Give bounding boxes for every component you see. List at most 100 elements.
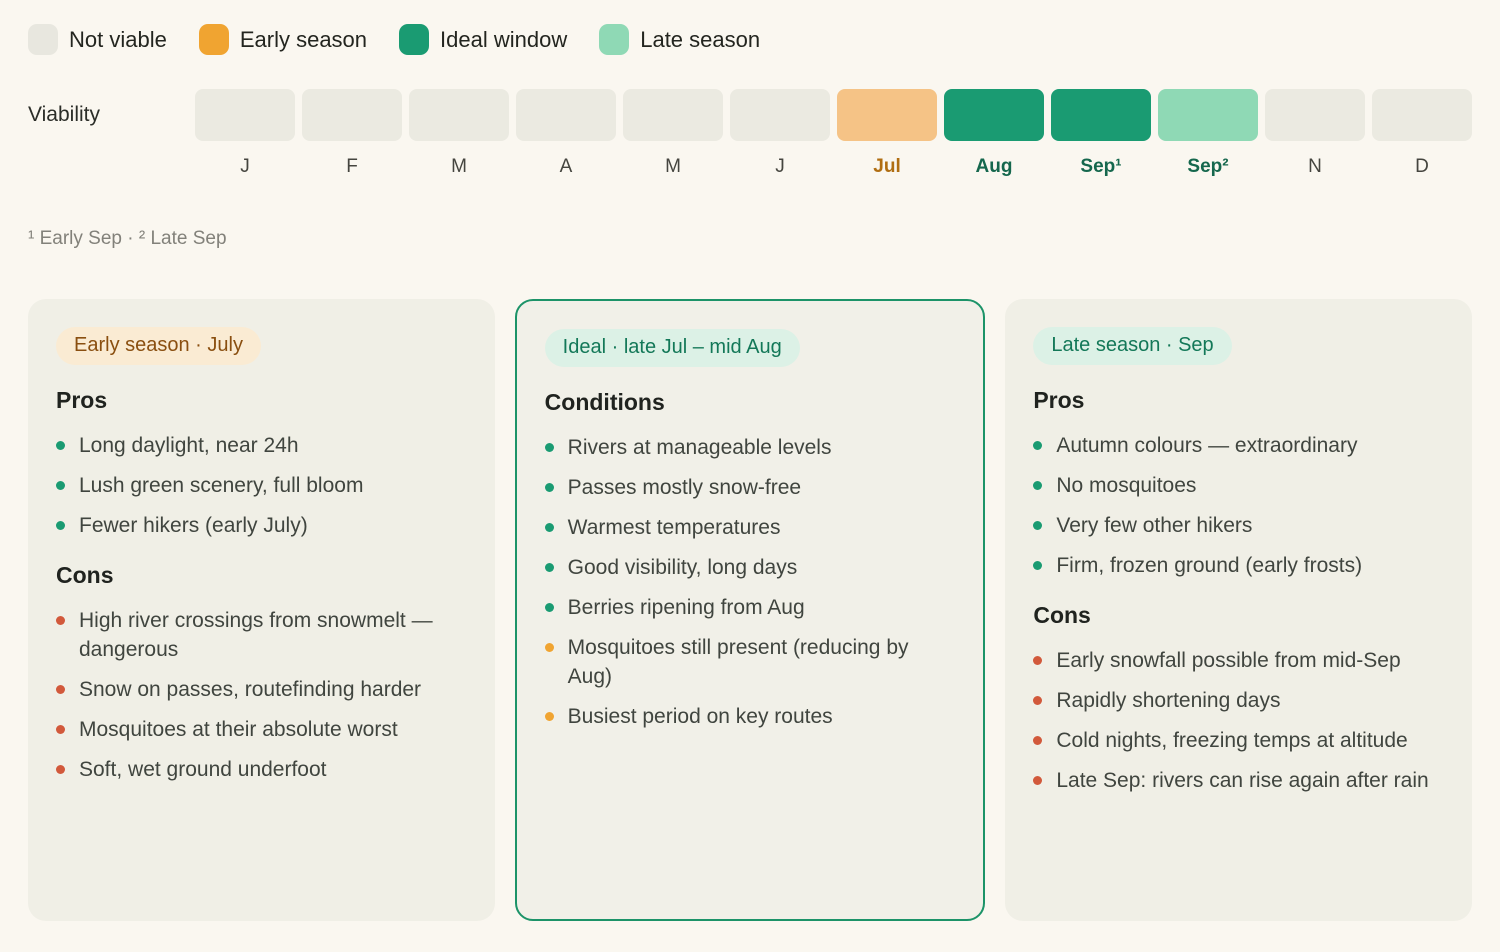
month-label: A	[559, 156, 573, 177]
month-cell: Aug	[944, 89, 1044, 178]
list-item: Warmest temperatures	[544, 513, 956, 542]
bullet-dot-icon	[544, 603, 554, 612]
month-block-ideal	[1051, 89, 1151, 141]
list-item-text: Mosquitoes still present (reducing by Au…	[567, 636, 909, 688]
list-item: Mosquitoes still present (reducing by Au…	[544, 633, 956, 691]
season-card: Late season · Sep Pros Autumn colours — ex…	[1005, 299, 1473, 921]
list-item-text: Early snowfall possible from mid-Sep	[1056, 649, 1401, 672]
season-card: Early season · July Pros Long daylight, ne…	[28, 299, 495, 921]
viability-label: Viability	[28, 103, 100, 126]
list-item: Fewer hikers (early July)	[56, 511, 467, 540]
list-item-text: Berries ripening from Aug	[567, 596, 805, 619]
month-cell: M	[623, 89, 723, 178]
bullet-dot-icon	[1033, 521, 1043, 530]
list-item-text: Passes mostly snow-free	[567, 476, 802, 499]
legend-swatch-icon	[198, 24, 229, 55]
section-title: Conditions	[544, 389, 665, 415]
month-block-none	[730, 89, 830, 141]
legend: Not viable Early season Ideal window Late s…	[28, 24, 1472, 55]
legend-item-label: Late season	[640, 26, 761, 52]
month-cell: F	[302, 89, 402, 178]
list-item-text: Soft, wet ground underfoot	[79, 758, 327, 781]
section-list: High river crossings from snowmelt — dan…	[56, 606, 467, 784]
bullet-dot-icon	[56, 685, 65, 694]
list-item: Rivers at manageable levels	[544, 433, 956, 462]
legend-swatch-icon	[599, 24, 630, 55]
month-block-ideal	[944, 89, 1044, 141]
list-item: Cold nights, freezing temps at altitude	[1033, 726, 1444, 755]
list-item-text: Busiest period on key routes	[567, 705, 833, 728]
section-list: Early snowfall possible from mid-Sep Rapi…	[1033, 646, 1444, 795]
list-item-text: High river crossings from snowmelt — dan…	[79, 609, 433, 661]
bullet-dot-icon	[544, 523, 554, 532]
list-item: Rapidly shortening days	[1033, 686, 1444, 715]
season-cards: Early season · July Pros Long daylight, ne…	[28, 299, 1473, 921]
month-block-early	[837, 89, 937, 141]
list-item-text: No mosquitoes	[1056, 474, 1197, 497]
legend-item-label: Early season	[239, 26, 368, 52]
month-label: M	[451, 156, 467, 177]
viability-strip: Viability J F M A M J Jul Aug Sep¹ Sep² N D	[28, 89, 1472, 178]
month-block-none	[1265, 89, 1365, 141]
list-item-text: Lush green scenery, full bloom	[79, 474, 364, 497]
list-item: Busiest period on key routes	[544, 702, 956, 731]
list-item: Firm, frozen ground (early frosts)	[1033, 551, 1444, 580]
season-badge: Late season · Sep	[1033, 327, 1232, 365]
month-cell: J	[730, 89, 830, 178]
legend-item-late: Late season	[599, 24, 760, 55]
month-label: N	[1308, 156, 1322, 177]
bullet-dot-icon	[544, 563, 554, 572]
list-item: Long daylight, near 24h	[56, 431, 467, 460]
list-item: Berries ripening from Aug	[544, 593, 956, 622]
month-block-none	[302, 89, 402, 141]
month-block-none	[1372, 89, 1472, 141]
list-item: Late Sep: rivers can rise again after ra…	[1033, 766, 1444, 795]
legend-item-ideal: Ideal window	[399, 24, 567, 55]
footnote: ¹ Early Sep · ² Late Sep	[28, 228, 227, 249]
list-item-text: Rapidly shortening days	[1056, 689, 1281, 712]
section-list: Rivers at manageable levels Passes mostly…	[544, 433, 956, 731]
bullet-dot-icon	[544, 712, 554, 721]
list-item-text: Very few other hikers	[1056, 514, 1253, 537]
list-item: Good visibility, long days	[544, 553, 956, 582]
list-item: Early snowfall possible from mid-Sep	[1033, 646, 1444, 675]
month-label: Jul	[873, 156, 901, 177]
section-title: Cons	[1033, 602, 1091, 628]
section-title: Pros	[56, 387, 108, 413]
season-card: Ideal · late Jul – mid Aug Conditions Rive…	[514, 299, 986, 921]
bullet-dot-icon	[1033, 776, 1043, 785]
list-item: Passes mostly snow-free	[544, 473, 956, 502]
list-item-text: Mosquitoes at their absolute worst	[79, 718, 398, 741]
bullet-dot-icon	[544, 443, 554, 452]
list-item-text: Cold nights, freezing temps at altitude	[1056, 729, 1408, 752]
list-item-text: Long daylight, near 24h	[79, 434, 299, 457]
month-cell: Jul	[837, 89, 937, 178]
bullet-dot-icon	[1033, 736, 1043, 745]
list-item-text: Rivers at manageable levels	[567, 436, 832, 459]
legend-swatch-icon	[399, 24, 430, 55]
list-item: No mosquitoes	[1033, 471, 1444, 500]
month-label: J	[775, 156, 785, 177]
list-item: Lush green scenery, full bloom	[56, 471, 467, 500]
legend-swatch-icon	[28, 24, 58, 55]
bullet-dot-icon	[56, 481, 65, 490]
list-item-text: Autumn colours — extraordinary	[1056, 434, 1358, 457]
bullet-dot-icon	[56, 616, 65, 625]
bullet-dot-icon	[544, 643, 554, 652]
bullet-dot-icon	[56, 521, 65, 530]
list-item: Mosquitoes at their absolute worst	[56, 715, 467, 744]
list-item: Autumn colours — extraordinary	[1033, 431, 1444, 460]
month-cell: A	[516, 89, 616, 178]
month-cell: J	[195, 89, 295, 178]
bullet-dot-icon	[56, 765, 65, 774]
legend-item-label: Not viable	[69, 26, 167, 52]
list-item-text: Snow on passes, routefinding harder	[79, 678, 422, 701]
month-block-none	[195, 89, 295, 141]
list-item-text: Firm, frozen ground (early frosts)	[1056, 554, 1363, 577]
list-item: Snow on passes, routefinding harder	[56, 675, 467, 704]
season-badge: Ideal · late Jul – mid Aug	[544, 329, 800, 367]
legend-item-early: Early season	[198, 24, 368, 55]
list-item: Very few other hikers	[1033, 511, 1444, 540]
legend-item-none: Not viable	[28, 24, 167, 55]
bullet-dot-icon	[56, 441, 65, 450]
